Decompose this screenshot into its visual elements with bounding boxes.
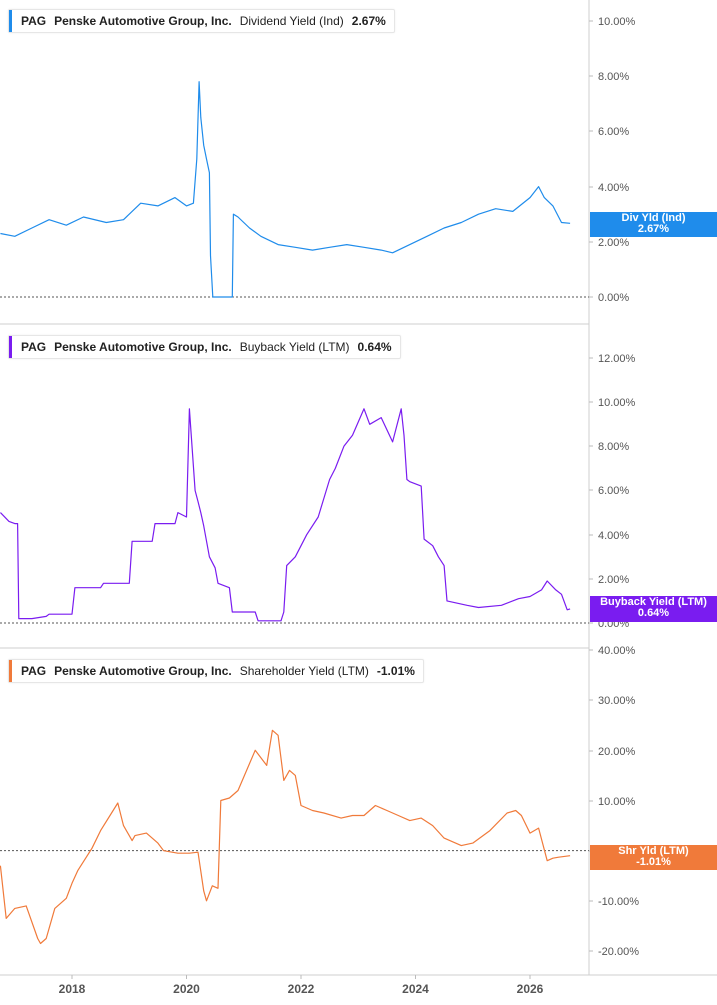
y-tick-label: 6.00%	[598, 126, 629, 138]
legend-swatch-shareholder	[9, 660, 12, 682]
y-tick-label: 10.00%	[598, 397, 636, 409]
x-tick-label: 2022	[288, 982, 315, 996]
legend-swatch-buyback	[9, 336, 12, 358]
value-tag-dividend: Div Yld (Ind) 2.67%	[590, 212, 717, 237]
value-tag-label: Div Yld (Ind)	[621, 212, 686, 224]
y-tick-label: -20.00%	[598, 946, 639, 958]
value-tag-value: 0.64%	[637, 607, 670, 619]
legend-shareholder: PAG Penske Automotive Group, Inc. Shareh…	[8, 659, 424, 683]
y-tick-label: 40.00%	[598, 645, 636, 657]
legend-metric: Buyback Yield (LTM)	[239, 340, 350, 354]
value-tag-shareholder: Shr Yld (LTM) -1.01%	[590, 845, 717, 870]
legend-dividend: PAG Penske Automotive Group, Inc. Divide…	[8, 9, 395, 33]
legend-value: 2.67%	[351, 14, 386, 28]
x-tick-label: 2024	[402, 982, 429, 996]
value-tag-label: Shr Yld (LTM)	[618, 845, 689, 857]
value-tag-value: 2.67%	[637, 223, 670, 235]
legend-value: -1.01%	[376, 664, 415, 678]
y-tick-label: 20.00%	[598, 746, 636, 758]
y-tick-label: 6.00%	[598, 485, 629, 497]
y-tick-label: 8.00%	[598, 441, 629, 453]
value-tag-value: -1.01%	[636, 856, 671, 868]
y-tick-label: 4.00%	[598, 530, 629, 542]
x-tick-label: 2018	[59, 982, 86, 996]
series-line-dividend-yield	[0, 81, 571, 298]
series-line-shareholder-yield	[0, 729, 571, 945]
y-tick-label: 2.00%	[598, 574, 629, 586]
legend-ticker: PAG	[21, 14, 47, 28]
y-tick-label: 8.00%	[598, 71, 629, 83]
value-tag-label: Buyback Yield (LTM)	[600, 596, 707, 608]
legend-company: Penske Automotive Group, Inc.	[54, 664, 232, 678]
y-tick-label: 4.00%	[598, 182, 629, 194]
legend-swatch-dividend	[9, 10, 12, 32]
legend-company: Penske Automotive Group, Inc.	[54, 14, 232, 28]
series-line-buyback-yield	[0, 408, 571, 622]
legend-buyback: PAG Penske Automotive Group, Inc. Buybac…	[8, 335, 401, 359]
legend-metric: Shareholder Yield (LTM)	[239, 664, 369, 678]
y-tick-label: -10.00%	[598, 896, 639, 908]
legend-metric: Dividend Yield (Ind)	[239, 14, 344, 28]
legend-ticker: PAG	[21, 664, 47, 678]
y-tick-label: 0.00%	[598, 292, 629, 304]
legend-value: 0.64%	[357, 340, 392, 354]
value-tag-buyback: Buyback Yield (LTM) 0.64%	[590, 596, 717, 622]
x-tick-label: 2020	[173, 982, 200, 996]
y-tick-label: 30.00%	[598, 695, 636, 707]
y-tick-label: 10.00%	[598, 16, 636, 28]
legend-ticker: PAG	[21, 340, 47, 354]
legend-company: Penske Automotive Group, Inc.	[54, 340, 232, 354]
y-tick-label: 10.00%	[598, 796, 636, 808]
x-tick-label: 2026	[517, 982, 544, 996]
y-tick-label: 12.00%	[598, 353, 636, 365]
y-tick-label: 2.00%	[598, 237, 629, 249]
